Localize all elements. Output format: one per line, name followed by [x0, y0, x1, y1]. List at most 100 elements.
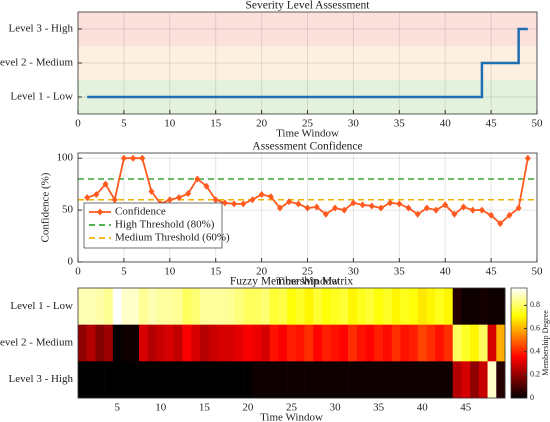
heat-cell [226, 288, 236, 325]
x-tick-label: 35 [373, 402, 385, 414]
point-marker [212, 196, 219, 204]
heat-cell [147, 288, 157, 325]
heat-cell [252, 288, 262, 325]
heat-cell [313, 324, 323, 362]
heat-cell [478, 288, 488, 325]
y-tick-label: Level 1 - Low [10, 91, 73, 103]
heat-cell [444, 324, 454, 362]
colorbar-slice [511, 335, 527, 338]
x-tick-label: 15 [210, 266, 222, 278]
point-marker [166, 196, 173, 204]
heat-cell [139, 361, 149, 399]
x-axis-label: Time Window [276, 128, 339, 140]
colorbar-slice [511, 365, 527, 368]
point-marker [313, 203, 320, 211]
colorbar-slice [511, 332, 527, 335]
heat-cell [487, 361, 497, 399]
heat-cell [95, 324, 105, 362]
axes-frame [77, 11, 538, 115]
heat-cell [478, 361, 488, 399]
legend-label: High Threshold (80%) [115, 219, 215, 231]
legend-label: Medium Threshold (60%) [115, 232, 230, 244]
point-marker [460, 203, 467, 211]
heat-cell [356, 288, 366, 325]
colorbar-slice [511, 352, 527, 355]
colorbar-slice [511, 310, 527, 313]
heat-cell [444, 288, 454, 325]
heat-cell [173, 361, 183, 399]
heat-cell [261, 361, 271, 399]
colorbar-slice [511, 341, 527, 344]
heat-cell [156, 324, 166, 362]
heat-cell [295, 361, 305, 399]
heat-cell [417, 324, 427, 362]
y-axis-label: Confidence (%) [40, 172, 52, 242]
heat-cell [261, 288, 271, 325]
x-tick-label: 10 [155, 402, 167, 414]
heat-cell [417, 361, 427, 399]
heat-cell [217, 324, 227, 362]
heat-cell [409, 324, 419, 362]
heat-cell [322, 324, 332, 362]
heat-cell [348, 324, 358, 362]
point-marker [451, 210, 458, 218]
heat-cell [470, 324, 480, 362]
colorbar-tick-label: 0.6 [530, 323, 540, 332]
x-tick-label: 15 [210, 118, 222, 130]
heat-cell [278, 288, 288, 325]
heat-cell [217, 361, 227, 399]
x-tick-label: 50 [532, 118, 544, 130]
x-tick-label: 30 [348, 266, 360, 278]
heat-cell [400, 288, 410, 325]
axes-frame [77, 152, 538, 263]
point-marker [350, 199, 357, 207]
point-marker [387, 199, 394, 207]
colorbar-slice [511, 291, 527, 294]
colorbar-slice [511, 317, 527, 320]
heat-cell [461, 288, 471, 325]
x-tick-label: 40 [440, 118, 452, 130]
y-tick-label: 100 [57, 152, 74, 164]
heat-cell [243, 324, 253, 362]
heat-cell [470, 361, 480, 399]
heat-cell [391, 324, 401, 362]
heat-cell [104, 361, 114, 399]
heat-cell [304, 361, 314, 399]
heat-cell [269, 324, 279, 362]
heat-cell [287, 361, 297, 399]
colorbar-slice [511, 363, 527, 366]
level-band [78, 12, 537, 46]
point-marker [322, 210, 329, 218]
point-marker [423, 204, 430, 212]
x-axis-label: Time Window [260, 412, 323, 422]
point-marker [341, 206, 348, 214]
heat-cell [86, 361, 96, 399]
colorbar-slice [511, 343, 527, 346]
x-tick-label: 25 [302, 266, 314, 278]
heat-cell [383, 324, 393, 362]
point-marker [258, 191, 265, 199]
colorbar-slice [511, 289, 527, 293]
heat-cell [269, 361, 279, 399]
colorbar-slice [511, 319, 527, 322]
heat-cell [313, 361, 323, 399]
point-marker [506, 211, 513, 219]
point-marker [231, 200, 238, 208]
heat-cell [400, 361, 410, 399]
heat-cell [234, 361, 244, 399]
heat-cell [226, 361, 236, 399]
colorbar-slice [511, 368, 527, 371]
heat-cell [182, 288, 192, 325]
colorbar-slice [511, 377, 527, 381]
heat-cell [130, 361, 140, 399]
heat-cell [461, 361, 471, 399]
heat-cell [426, 361, 436, 399]
point-marker [524, 154, 531, 162]
heat-cell [243, 361, 253, 399]
x-tick-label: 30 [330, 402, 342, 414]
heat-cell [452, 288, 462, 325]
heat-cell [130, 288, 140, 325]
x-tick-label: 35 [394, 118, 406, 130]
heat-cell [330, 361, 340, 399]
